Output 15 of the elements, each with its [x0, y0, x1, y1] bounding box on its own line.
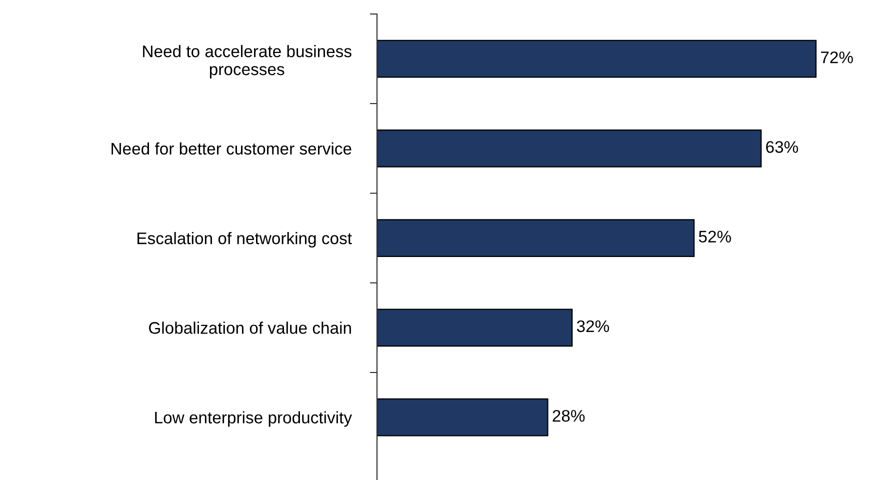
y-tick-label: Escalation of networking cost — [138, 232, 352, 248]
y-tick-label: Low enterprise productivity — [155, 411, 352, 427]
y-tick-label: Globalization of value chain — [149, 322, 351, 334]
y-tick-label: Need for better customer service — [112, 142, 352, 155]
bar — [377, 398, 548, 436]
data-label: 52% — [698, 230, 731, 243]
bar — [377, 129, 762, 168]
data-label: 32% — [576, 320, 610, 332]
bar — [377, 308, 573, 347]
bar — [377, 219, 695, 257]
y-tick-label: Need to accelerate business processes — [143, 45, 352, 78]
data-label: 28% — [552, 410, 585, 422]
bar — [377, 40, 817, 78]
data-label: 63% — [766, 141, 798, 153]
data-label: 72% — [821, 51, 853, 64]
